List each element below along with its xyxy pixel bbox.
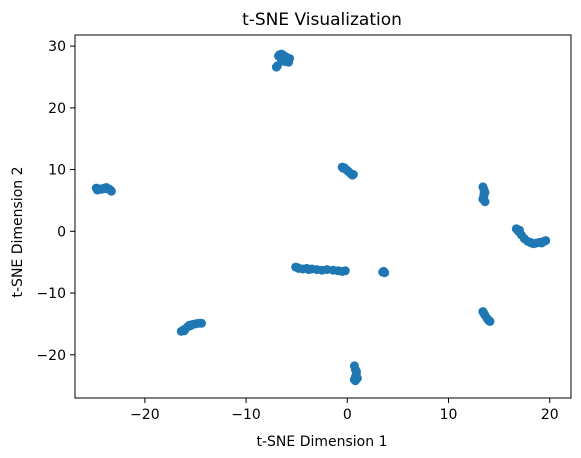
x-tick-label: 0 (343, 407, 352, 423)
scatter-point (304, 265, 314, 275)
scatter-point (378, 267, 388, 277)
y-tick-label: 20 (48, 101, 66, 117)
scatter-point (284, 57, 294, 67)
scatter-point (480, 197, 490, 207)
y-tick-label: −20 (36, 348, 66, 364)
scatter-point (197, 318, 206, 328)
y-tick-label: 0 (57, 224, 66, 240)
scatter-point (479, 189, 489, 199)
y-tick-label: 30 (48, 39, 66, 55)
scatter-point (100, 184, 110, 194)
scatter-point (179, 326, 189, 336)
y-axis-label: t-SNE Dimension 2 (10, 167, 26, 298)
scatter-point (351, 367, 361, 376)
y-tick-label: 10 (48, 163, 66, 179)
x-axis-ticks: −20 −10 0 10 20 (130, 398, 559, 423)
scatter-point (514, 225, 524, 235)
scatter-point (274, 51, 283, 61)
y-tick-label: −10 (36, 286, 66, 302)
scatter-point (185, 321, 195, 331)
scatter-point (527, 238, 536, 248)
scatter-points (91, 49, 551, 386)
scatter-point (537, 238, 547, 248)
scatter-point (348, 170, 358, 179)
x-tick-label: 10 (440, 407, 458, 423)
scatter-point (340, 266, 350, 276)
scatter-point (271, 62, 281, 72)
scatter-point (293, 263, 303, 273)
y-axis-ticks: −20 −10 0 10 20 30 (36, 39, 75, 364)
plot-frame (74, 34, 572, 399)
chart-title: t-SNE Visualization (242, 10, 402, 30)
x-axis-label: t-SNE Dimension 1 (257, 434, 388, 450)
x-tick-label: 20 (541, 407, 559, 423)
scatter-point (338, 163, 348, 173)
scatter-point (350, 376, 360, 386)
x-tick-label: −10 (231, 407, 261, 423)
scatter-point (483, 315, 493, 325)
plot-area (74, 34, 572, 399)
x-tick-label: −20 (130, 407, 160, 423)
